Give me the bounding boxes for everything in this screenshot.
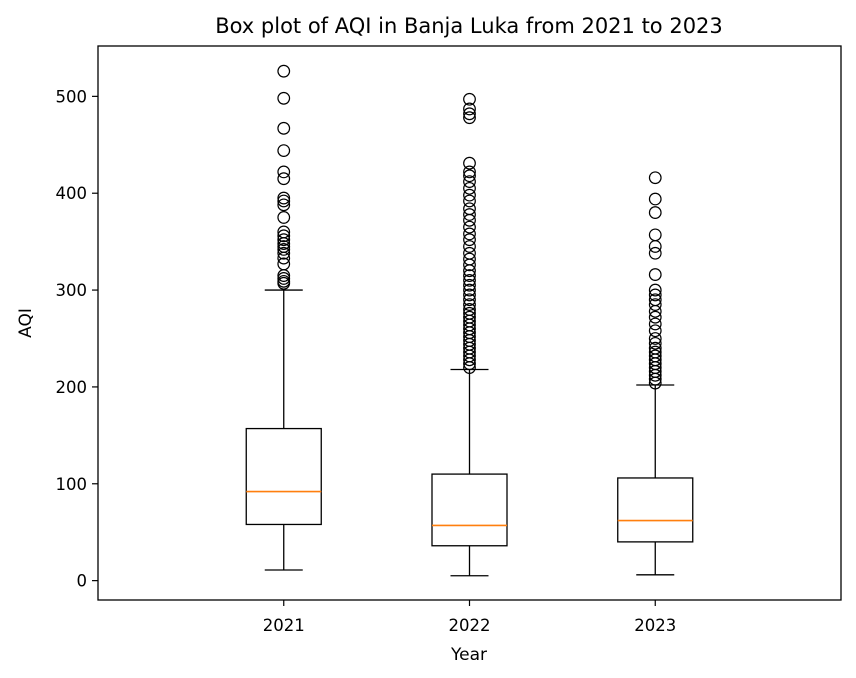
outlier-point: [277, 165, 291, 179]
y-axis: 0 100 200 300 400 500: [56, 87, 98, 591]
outlier-point: [463, 194, 476, 208]
chart-title: Box plot of AQI in Banja Luka from 2021 …: [215, 14, 723, 38]
outlier-point: [463, 208, 476, 221]
outlier-point: [463, 220, 476, 234]
outlier-point: [277, 272, 291, 285]
outlier-point: [463, 310, 476, 324]
outlier-point: [648, 171, 662, 185]
outlier-point: [463, 283, 476, 297]
outlier-point: [648, 324, 662, 338]
outlier-point: [277, 242, 291, 256]
outlier-point: [463, 293, 476, 307]
outlier-point: [277, 274, 291, 288]
outlier-point: [463, 227, 476, 241]
outlier-point: [277, 246, 291, 260]
outlier-point: [277, 144, 291, 158]
outlier-point: [277, 64, 291, 78]
y-tick-label: 100: [56, 475, 88, 494]
iqr-box: [617, 477, 694, 543]
outlier-point: [648, 268, 662, 281]
y-tick-label: 400: [56, 184, 88, 203]
outlier-point: [648, 317, 662, 331]
outlier-point: [277, 240, 291, 253]
plot-area: [245, 64, 694, 577]
outlier-point: [277, 121, 291, 135]
outlier-point: [463, 306, 476, 320]
outlier-point: [463, 278, 476, 292]
outlier-point: [648, 332, 662, 345]
outlier-point: [463, 156, 476, 170]
outlier-point: [463, 92, 476, 106]
outlier-point: [463, 202, 476, 216]
outlier-point: [463, 175, 476, 188]
outlier-point: [463, 252, 476, 266]
outlier-point: [277, 229, 291, 243]
outlier-point: [463, 233, 476, 247]
box-2022: [431, 92, 508, 577]
x-tick-label: 2021: [263, 616, 305, 635]
x-axis: 2021 2022 2023: [263, 600, 676, 635]
outlier-point: [648, 192, 662, 206]
outlier-point: [463, 246, 476, 260]
outlier-point: [463, 188, 476, 202]
outlier-point: [648, 345, 662, 359]
outlier-point: [277, 198, 291, 212]
outlier-point: [277, 257, 291, 271]
outlier-point: [463, 288, 476, 302]
outlier-point: [277, 211, 291, 224]
iqr-box: [431, 473, 508, 547]
y-tick-label: 0: [77, 572, 88, 591]
iqr-box: [245, 427, 322, 526]
x-tick-label: 2023: [634, 616, 676, 635]
outlier-point: [648, 288, 662, 302]
outlier-point: [648, 240, 662, 253]
outlier-point: [648, 298, 662, 311]
x-axis-label: Year: [450, 645, 487, 665]
outlier-point: [277, 225, 291, 239]
outlier-point: [648, 206, 662, 219]
outlier-point: [648, 228, 662, 242]
box-2021: [245, 64, 322, 571]
y-tick-label: 500: [56, 87, 88, 106]
outlier-point: [463, 298, 476, 311]
outlier-point: [463, 303, 476, 316]
y-axis-label: AQI: [16, 308, 36, 338]
outlier-point: [463, 107, 476, 121]
outlier-point: [463, 102, 476, 116]
outlier-point: [463, 273, 476, 287]
outlier-point: [648, 349, 662, 363]
outlier-point: [648, 310, 662, 324]
outlier-point: [648, 336, 662, 350]
outlier-point: [277, 233, 291, 247]
outlier-point: [277, 191, 291, 205]
outlier-point: [463, 181, 476, 195]
y-tick-label: 300: [56, 281, 88, 300]
outlier-point: [463, 269, 476, 282]
outlier-point: [648, 246, 662, 260]
outlier-point: [463, 165, 476, 179]
x-tick-label: 2022: [449, 616, 491, 635]
outlier-point: [648, 283, 662, 297]
outlier-point: [648, 341, 662, 355]
y-tick-label: 200: [56, 378, 88, 397]
outlier-point: [463, 240, 476, 253]
box-2023: [617, 171, 694, 576]
outlier-point: [277, 91, 291, 105]
outlier-point: [277, 194, 291, 208]
outlier-point: [277, 172, 291, 186]
outlier-point: [463, 169, 476, 183]
outlier-point: [463, 111, 476, 125]
outlier-point: [648, 293, 662, 307]
